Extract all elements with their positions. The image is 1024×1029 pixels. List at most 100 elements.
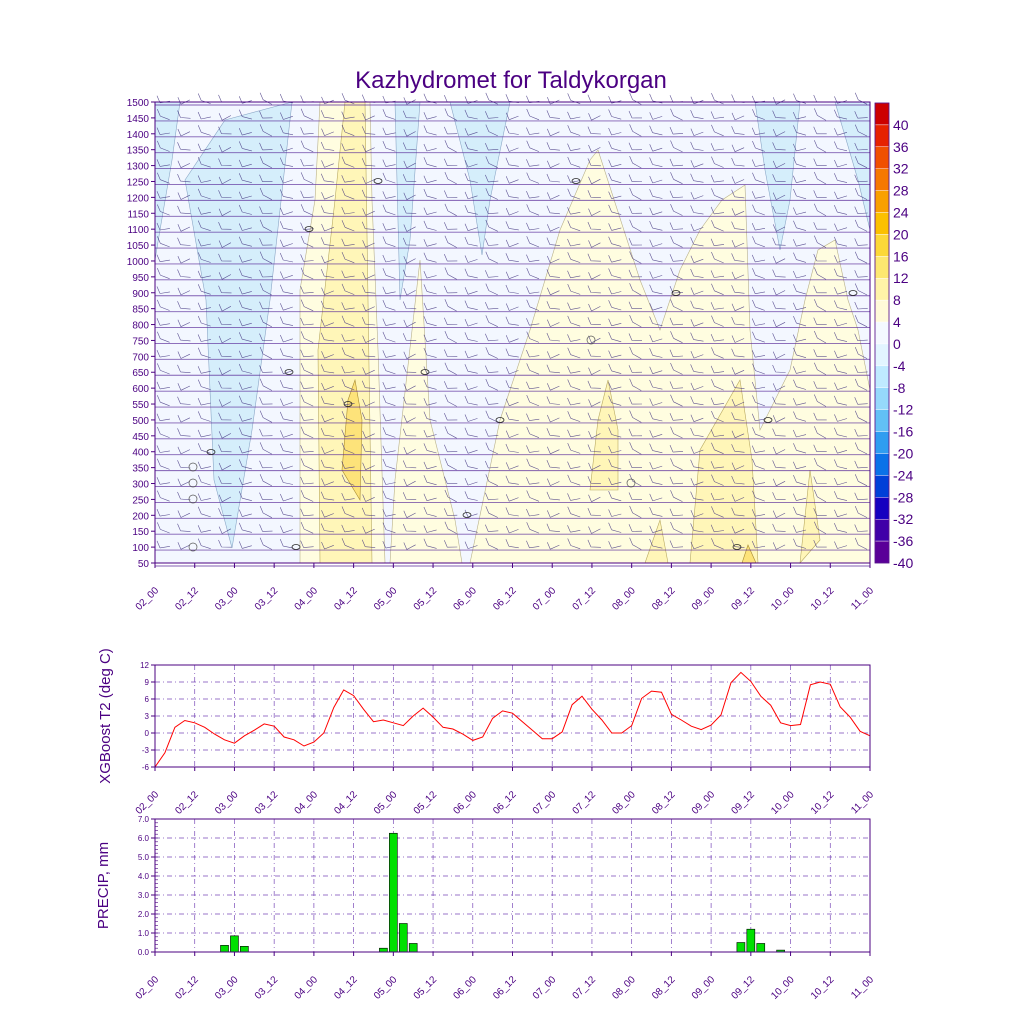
calm-marker: [188, 494, 198, 504]
heatmap-y-tick-label: 600: [132, 384, 149, 395]
heatmap-y-tick-label: 250: [132, 495, 149, 506]
contour-marker: [495, 417, 505, 423]
t2-y-tick-label: 12: [140, 661, 149, 670]
precip-y-tick-label: 1.0: [138, 929, 150, 938]
precip-y-tick-label: 0.0: [138, 948, 150, 957]
t2-y-tick-label: 9: [145, 678, 150, 687]
colorbar-swatch: [874, 146, 890, 169]
calm-marker: [188, 462, 198, 472]
heatmap-x-tick-label: 10_00: [769, 585, 797, 613]
heatmap-x-tick-label: 05_00: [372, 585, 400, 613]
t2-x-tick-label: 07_12: [571, 789, 599, 817]
precip-bar: [230, 935, 239, 953]
contour-marker: [462, 512, 472, 518]
heatmap-y-tick-label: 450: [132, 432, 149, 443]
t2-x-tick-label: 05_00: [372, 789, 400, 817]
t2-frame: [154, 664, 871, 768]
heatmap-x-tick-label: 09_12: [730, 585, 758, 613]
heatmap-y-tick-label: 850: [132, 305, 149, 316]
precip-x-tick-label: 09_00: [690, 974, 718, 1002]
precip-x-tick-label: 04_12: [332, 974, 360, 1002]
precip-y-tick-label: 5.0: [138, 853, 150, 862]
colorbar-label: 4: [893, 314, 901, 330]
colorbar-swatch: [874, 212, 890, 235]
t2-x-tick-label: 08_00: [610, 789, 638, 817]
contour-marker: [284, 369, 294, 375]
colorbar-swatch: [874, 497, 890, 520]
heatmap-y-tick-label: 750: [132, 336, 149, 347]
heatmap-x-tick-label: 05_12: [412, 585, 440, 613]
heatmap-y-tick-label: 500: [132, 416, 149, 427]
precip-x-tick-label: 10_12: [809, 974, 837, 1002]
heatmap-y-tick-label: 700: [132, 352, 149, 363]
heatmap-x-tick-label: 08_12: [650, 585, 678, 613]
heatmap-y-tick-label: 1150: [127, 209, 149, 220]
t2-x-tick-label: 07_00: [531, 789, 559, 817]
precip-x-tick-label: 02_12: [173, 974, 201, 1002]
heatmap-y-tick-label: 1300: [127, 162, 150, 173]
precip-bar: [736, 942, 746, 953]
contour-marker: [763, 417, 773, 423]
heatmap-y-tick-label: 150: [132, 527, 149, 538]
heatmap-y-tick-label: 1250: [127, 177, 150, 188]
colorbar-swatch: [874, 431, 890, 454]
precip-x-tick-label: 06_12: [491, 974, 519, 1002]
heatmap-y-tick-label: 1400: [127, 130, 150, 141]
heatmap-x-tick-label: 06_12: [491, 585, 519, 613]
t2-x-tick-label: 10_00: [769, 789, 797, 817]
t2-line-panel: -6 -3 0 3 6 9 12 02_00 02_12 03_00 03_12 04_00 04_12…: [97, 648, 876, 817]
t2-x-tick-label: 06_00: [451, 789, 479, 817]
precip-x-tick-label: 04_00: [293, 974, 321, 1002]
heatmap-y-tick-label: 550: [132, 400, 149, 411]
precip-bar-panel: 0.0 1.0 2.0 3.0 4.0 5.0 6.0 7.0 02_00 02_12 03_00 0…: [95, 815, 876, 1002]
colorbar-label: 0: [893, 336, 901, 352]
calm-marker: [188, 542, 198, 552]
heatmap-y-tick-label: 900: [132, 289, 149, 300]
colorbar-swatch: [874, 102, 890, 126]
heatmap-x-tick-label: 11_00: [849, 585, 876, 612]
t2-x-tick-label: 02_12: [173, 789, 201, 817]
precip-x-tick-label: 03_12: [253, 974, 281, 1002]
colorbar-label: -20: [893, 445, 913, 461]
colorbar-swatch: [874, 518, 890, 542]
heatmap-y-tick-label: 1200: [127, 193, 150, 204]
heatmap-x-tick-label: 06_00: [451, 585, 479, 613]
t2-x-tick-label: 05_12: [412, 789, 440, 817]
precip-y-axis-label: PRECIP, mm: [95, 842, 112, 929]
colorbar-swatch: [874, 234, 890, 257]
heatmap-y-tick-label: 100: [132, 543, 149, 554]
contour-marker: [304, 226, 314, 232]
heatmap-y-tick-label: 1100: [127, 225, 149, 236]
heatmap-x-tick-label: 10_12: [809, 585, 837, 613]
precip-bar: [408, 943, 418, 953]
precip-x-tick-label: 08_12: [650, 974, 678, 1002]
colorbar-label: 24: [893, 205, 909, 221]
heatmap-x-tick-label: 09_00: [690, 585, 718, 613]
colorbar: 4036322824201612840-4-8-12-16-20-24-28-3…: [874, 102, 913, 571]
precip-bar: [389, 832, 398, 953]
precip-y-tick-label: 3.0: [138, 891, 150, 900]
heatmap-y-tick-label: 1000: [127, 257, 150, 268]
t2-x-tick-label: 03_12: [253, 789, 281, 817]
t2-x-tick-label: 09_00: [690, 789, 718, 817]
t2-y-tick-label: 0: [145, 729, 150, 738]
heatmap-x-tick-label: 07_00: [531, 585, 559, 613]
colorbar-swatch: [874, 256, 890, 279]
calm-marker: [586, 335, 596, 345]
precip-x-tick-label: 07_00: [531, 974, 559, 1002]
colorbar-label: 20: [893, 226, 909, 242]
precip-x-tick-label: 02_00: [134, 974, 162, 1002]
heatmap-y-tick-label: 650: [132, 368, 149, 379]
precip-y-tick-label: 4.0: [138, 872, 150, 881]
colorbar-swatch: [874, 299, 890, 323]
contour-marker: [343, 401, 353, 407]
heatmap-y-tick-label: 200: [132, 511, 149, 522]
contour-marker: [291, 544, 301, 550]
heatmap-x-tick-label: 03_12: [253, 585, 281, 613]
precip-bar: [746, 928, 756, 953]
heatmap-x-tick-label: 04_00: [293, 585, 321, 613]
precip-x-tick-label: 05_00: [372, 974, 400, 1002]
heatmap-x-tick-label: 02_00: [134, 585, 162, 613]
heatmap-y-tick-label: 300: [132, 480, 149, 491]
precip-bar: [398, 923, 408, 953]
